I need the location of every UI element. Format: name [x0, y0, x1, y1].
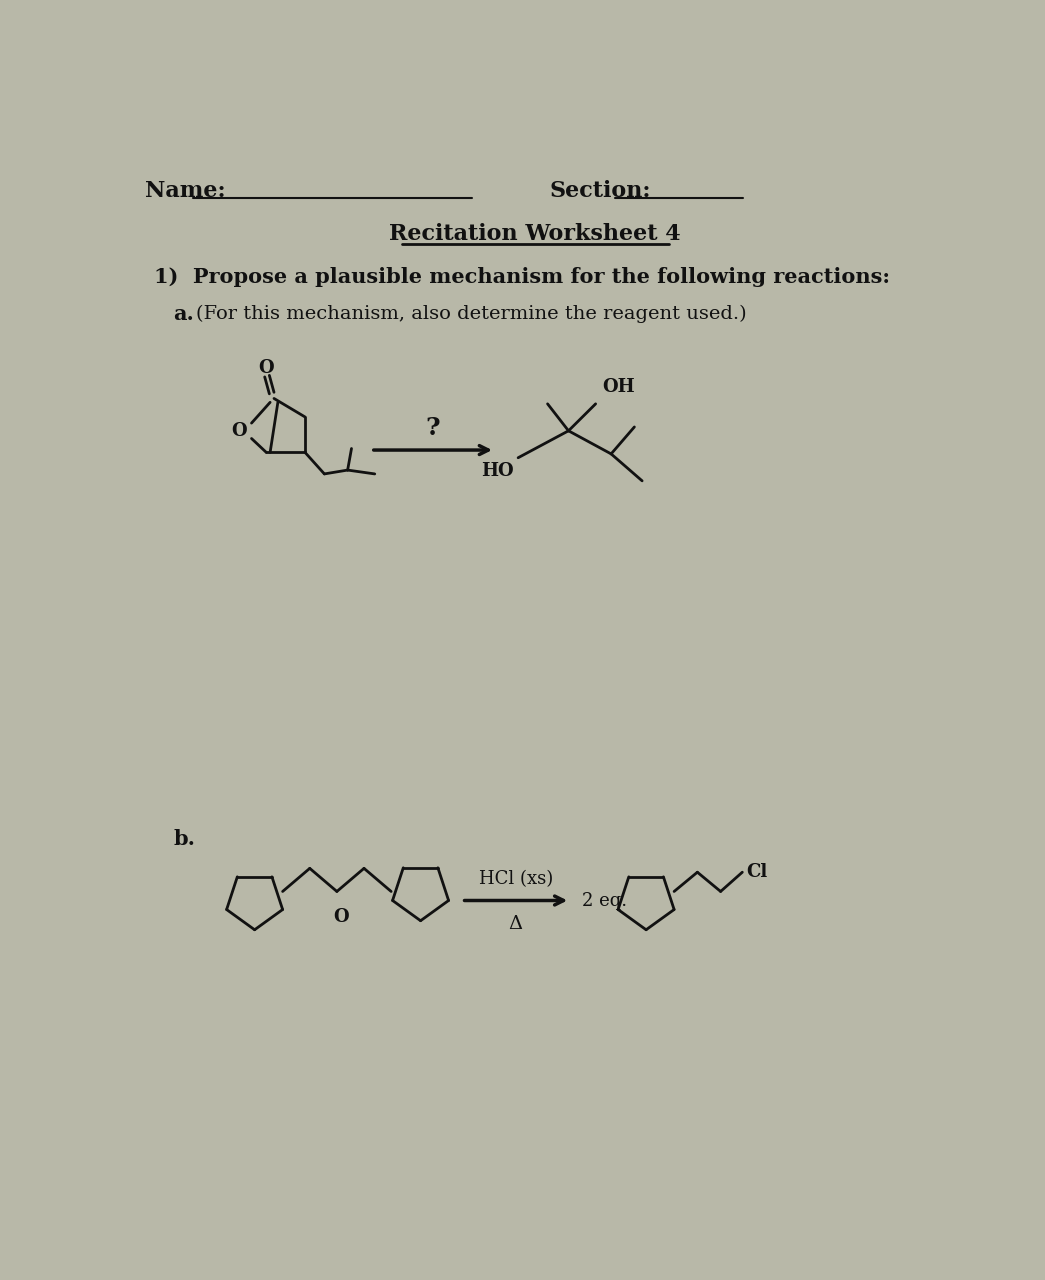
Text: Cl: Cl [746, 863, 767, 881]
Text: O: O [258, 358, 274, 376]
Text: Δ: Δ [509, 915, 522, 933]
Text: ?: ? [425, 416, 440, 440]
Text: 2 eq.: 2 eq. [582, 891, 627, 910]
Text: a.: a. [173, 303, 194, 324]
Text: Recitation Worksheet 4: Recitation Worksheet 4 [390, 224, 681, 246]
Text: HCl (xs): HCl (xs) [479, 870, 553, 888]
Text: HO: HO [482, 462, 514, 480]
Text: 1)  Propose a plausible mechanism for the following reactions:: 1) Propose a plausible mechanism for the… [154, 266, 890, 287]
Text: b.: b. [173, 829, 195, 849]
Text: (For this mechanism, also determine the reagent used.): (For this mechanism, also determine the … [196, 305, 747, 323]
Text: Section:: Section: [549, 179, 651, 201]
Text: OH: OH [602, 378, 634, 396]
Text: O: O [231, 422, 247, 440]
Text: O: O [333, 909, 349, 927]
Text: Name:: Name: [144, 179, 226, 201]
